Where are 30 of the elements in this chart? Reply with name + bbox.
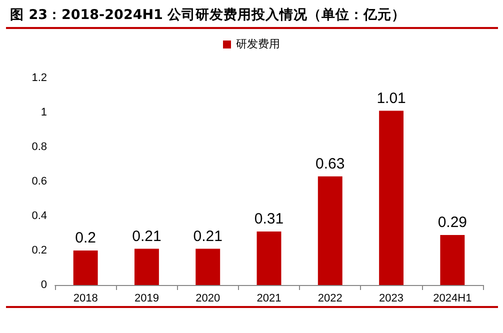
bar bbox=[256, 232, 282, 285]
bar bbox=[196, 248, 220, 285]
chart-title: 图 23：2018-2024H1 公司研发费用投入情况（单位：亿元） bbox=[10, 6, 406, 24]
bar bbox=[134, 248, 159, 285]
x-tick-label: 2021 bbox=[256, 292, 282, 304]
data-label: 0.31 bbox=[254, 210, 284, 228]
legend-label: 研发费用 bbox=[236, 38, 280, 50]
data-label: 1.01 bbox=[376, 90, 406, 107]
data-label: 0.21 bbox=[132, 228, 162, 245]
y-tick-label: 0.8 bbox=[32, 141, 47, 153]
bar bbox=[379, 110, 404, 285]
y-tick-label: 1 bbox=[40, 106, 47, 118]
bar bbox=[440, 234, 465, 285]
x-tick-label: 2020 bbox=[196, 292, 220, 304]
data-label: 0.21 bbox=[193, 228, 222, 245]
y-tick-label: 0 bbox=[40, 279, 47, 291]
x-tick-label: 2019 bbox=[134, 292, 159, 304]
y-tick-label: 1.2 bbox=[32, 72, 47, 84]
y-tick-label: 0.4 bbox=[32, 210, 47, 222]
bar bbox=[318, 176, 342, 285]
x-tick-label: 2024H1 bbox=[433, 292, 472, 304]
x-tick-label: 2023 bbox=[379, 292, 404, 304]
x-tick-label: 2022 bbox=[318, 292, 342, 304]
data-label: 0.29 bbox=[438, 214, 468, 231]
data-label: 0.2 bbox=[75, 230, 96, 246]
x-tick-label: 2018 bbox=[73, 292, 98, 304]
y-tick-label: 0.2 bbox=[32, 244, 47, 256]
data-label: 0.63 bbox=[316, 155, 345, 172]
bar bbox=[73, 250, 98, 285]
y-tick-label: 0.6 bbox=[32, 176, 47, 188]
